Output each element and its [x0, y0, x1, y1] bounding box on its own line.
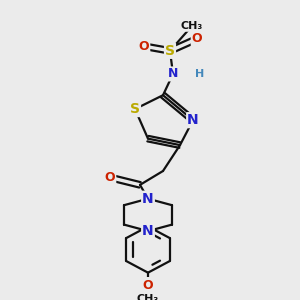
Text: S: S [130, 102, 140, 116]
Text: N: N [187, 113, 199, 127]
Text: CH₃: CH₃ [181, 21, 203, 31]
Text: O: O [139, 40, 149, 53]
Text: S: S [165, 44, 175, 58]
Text: N: N [142, 192, 154, 206]
Text: O: O [192, 32, 202, 45]
Text: O: O [105, 171, 115, 184]
Text: N: N [168, 68, 178, 80]
Text: N: N [142, 224, 154, 238]
Text: O: O [143, 279, 153, 292]
Text: H: H [195, 69, 205, 79]
Text: CH₃: CH₃ [137, 293, 159, 300]
